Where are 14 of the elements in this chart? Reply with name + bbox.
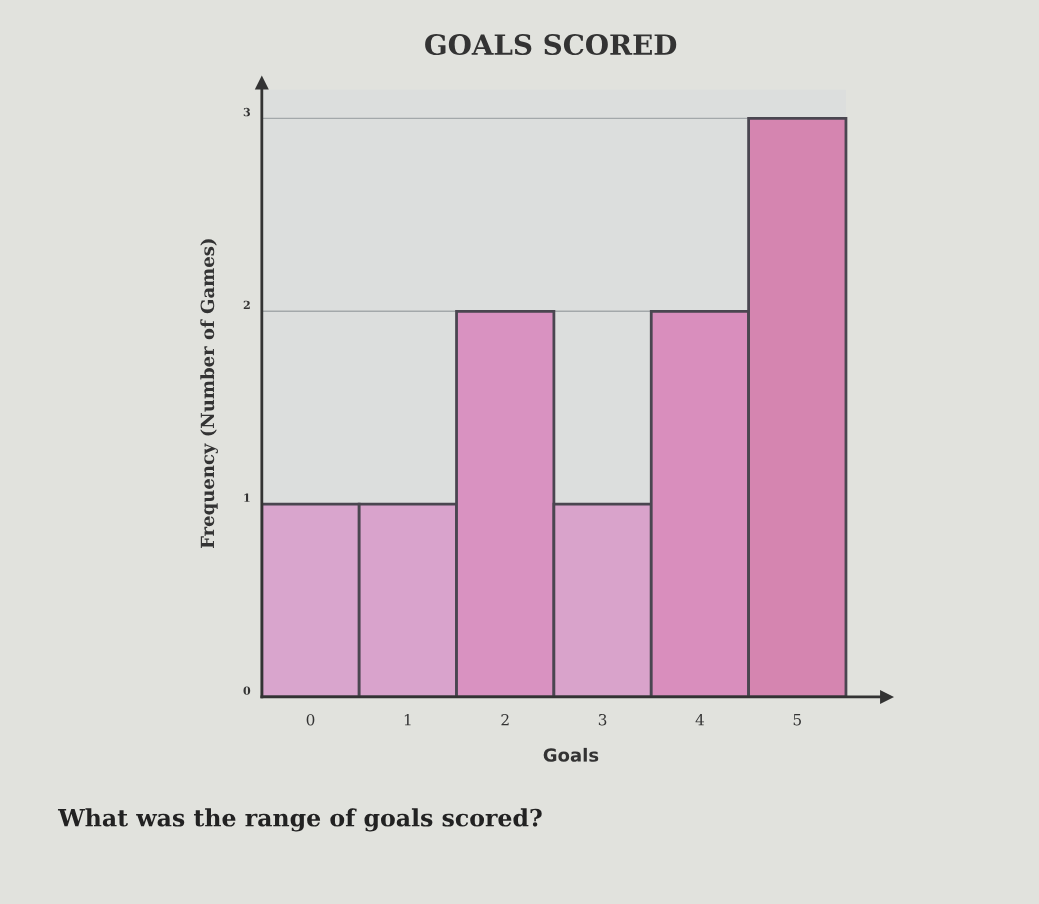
y-axis-title: Frequency (Number of Games) xyxy=(200,239,218,549)
y-tick-label: 3 xyxy=(243,107,251,117)
x-tick-label: 3 xyxy=(598,713,607,726)
y-tick-label: 0 xyxy=(243,686,251,695)
y-tick-label: 2 xyxy=(243,300,250,309)
x-tick-label: 4 xyxy=(695,713,705,726)
x-tick-label: 1 xyxy=(404,713,411,726)
text: What was the range of goals scored? xyxy=(57,808,542,832)
chart-title: GOALS SCORED xyxy=(425,34,677,56)
x-tick-label: 0 xyxy=(306,713,315,726)
x-tick-label: 2 xyxy=(501,713,509,726)
x-axis-title: Goals xyxy=(543,747,599,762)
y-tick-label: 1 xyxy=(244,493,250,502)
x-tick-label: 5 xyxy=(793,714,801,726)
